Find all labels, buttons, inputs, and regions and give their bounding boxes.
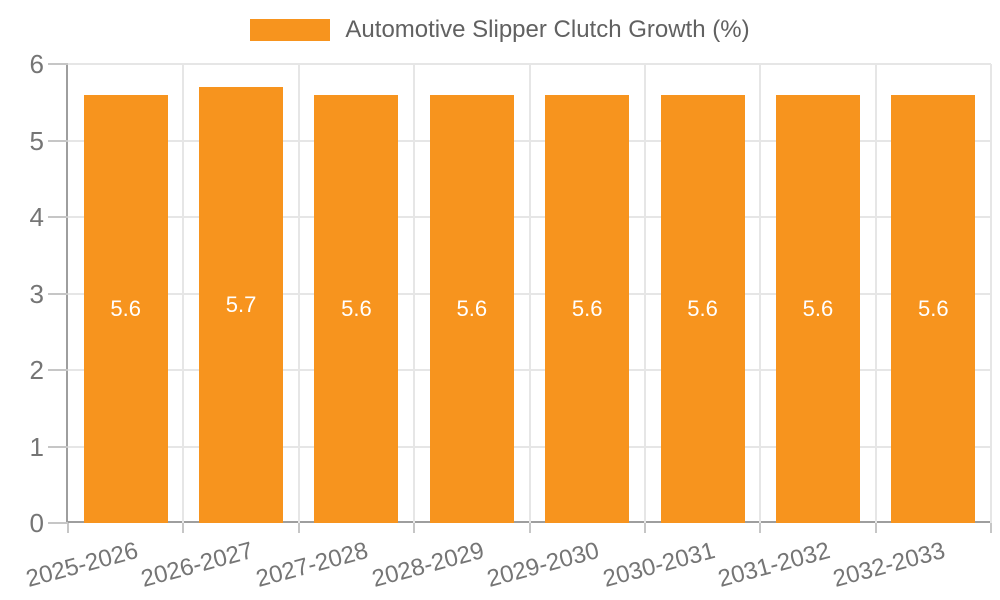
bar-value-label: 5.6 <box>687 295 718 321</box>
x-axis-tick <box>67 523 69 533</box>
gridline-vertical <box>297 64 300 523</box>
gridline-vertical <box>643 64 646 523</box>
x-axis-tick <box>643 523 646 533</box>
x-axis-tick <box>759 523 762 533</box>
x-axis-tick <box>874 523 877 533</box>
y-axis-tick-label: 2 <box>29 355 44 385</box>
bar[interactable]: 5.6 <box>660 94 745 523</box>
y-axis-tick-label: 3 <box>29 278 44 309</box>
x-axis-tick <box>297 523 300 533</box>
gridline-vertical <box>528 64 531 523</box>
x-axis-tick <box>528 523 531 533</box>
chart-legend[interactable]: Automotive Slipper Clutch Growth (%) <box>0 16 1000 44</box>
y-axis-tick-label: 5 <box>29 125 44 156</box>
bar[interactable]: 5.7 <box>199 86 284 523</box>
y-axis-tick <box>48 216 68 218</box>
gridline-vertical <box>874 64 877 523</box>
bar[interactable]: 5.6 <box>891 94 976 523</box>
legend-swatch[interactable] <box>250 19 331 41</box>
bar[interactable]: 5.6 <box>545 94 630 523</box>
bar-value-label: 5.6 <box>341 295 372 321</box>
bar-value-label: 5.6 <box>571 295 603 321</box>
x-axis-tick-label: 2025-2026 <box>22 537 141 593</box>
gridline-vertical <box>413 64 416 523</box>
bar[interactable]: 5.6 <box>83 94 168 523</box>
y-axis-tick-label: 6 <box>29 49 44 79</box>
gridline-vertical <box>759 64 762 523</box>
y-axis-tick <box>48 445 68 448</box>
plot-area: 0 1 2 3 4 5 6 5.6 5.7 5.6 5.6 5.6 5.6 5.6 5.6 2025-2026… <box>23 49 992 593</box>
y-axis-tick-label: 1 <box>29 431 44 462</box>
legend-label[interactable]: Automotive Slipper Clutch Growth (%) <box>345 16 750 43</box>
bar-value-label: 5.6 <box>456 295 488 321</box>
y-axis-tick <box>48 63 68 65</box>
y-axis-tick <box>48 139 68 142</box>
bar-value-label: 5.7 <box>225 291 257 317</box>
x-axis-tick <box>990 523 992 533</box>
gridline-vertical <box>182 64 185 523</box>
bar[interactable]: 5.6 <box>314 94 399 523</box>
y-axis-tick-label: 4 <box>29 202 44 232</box>
bar[interactable]: 5.6 <box>775 94 860 523</box>
x-axis-tick <box>413 523 416 533</box>
x-axis-label-anchor: 2032-2033 <box>830 537 1000 593</box>
y-axis-tick <box>48 522 68 524</box>
y-axis-tick <box>48 292 68 295</box>
gridline-vertical <box>990 64 992 523</box>
y-axis-tick <box>48 369 68 371</box>
bar-value-label: 5.6 <box>918 295 949 321</box>
bar-value-label: 5.6 <box>802 295 834 321</box>
y-axis-tick-label: 0 <box>29 508 44 538</box>
bar-value-label: 5.6 <box>110 295 141 321</box>
x-axis-tick <box>182 523 185 533</box>
bar[interactable]: 5.6 <box>429 94 514 523</box>
